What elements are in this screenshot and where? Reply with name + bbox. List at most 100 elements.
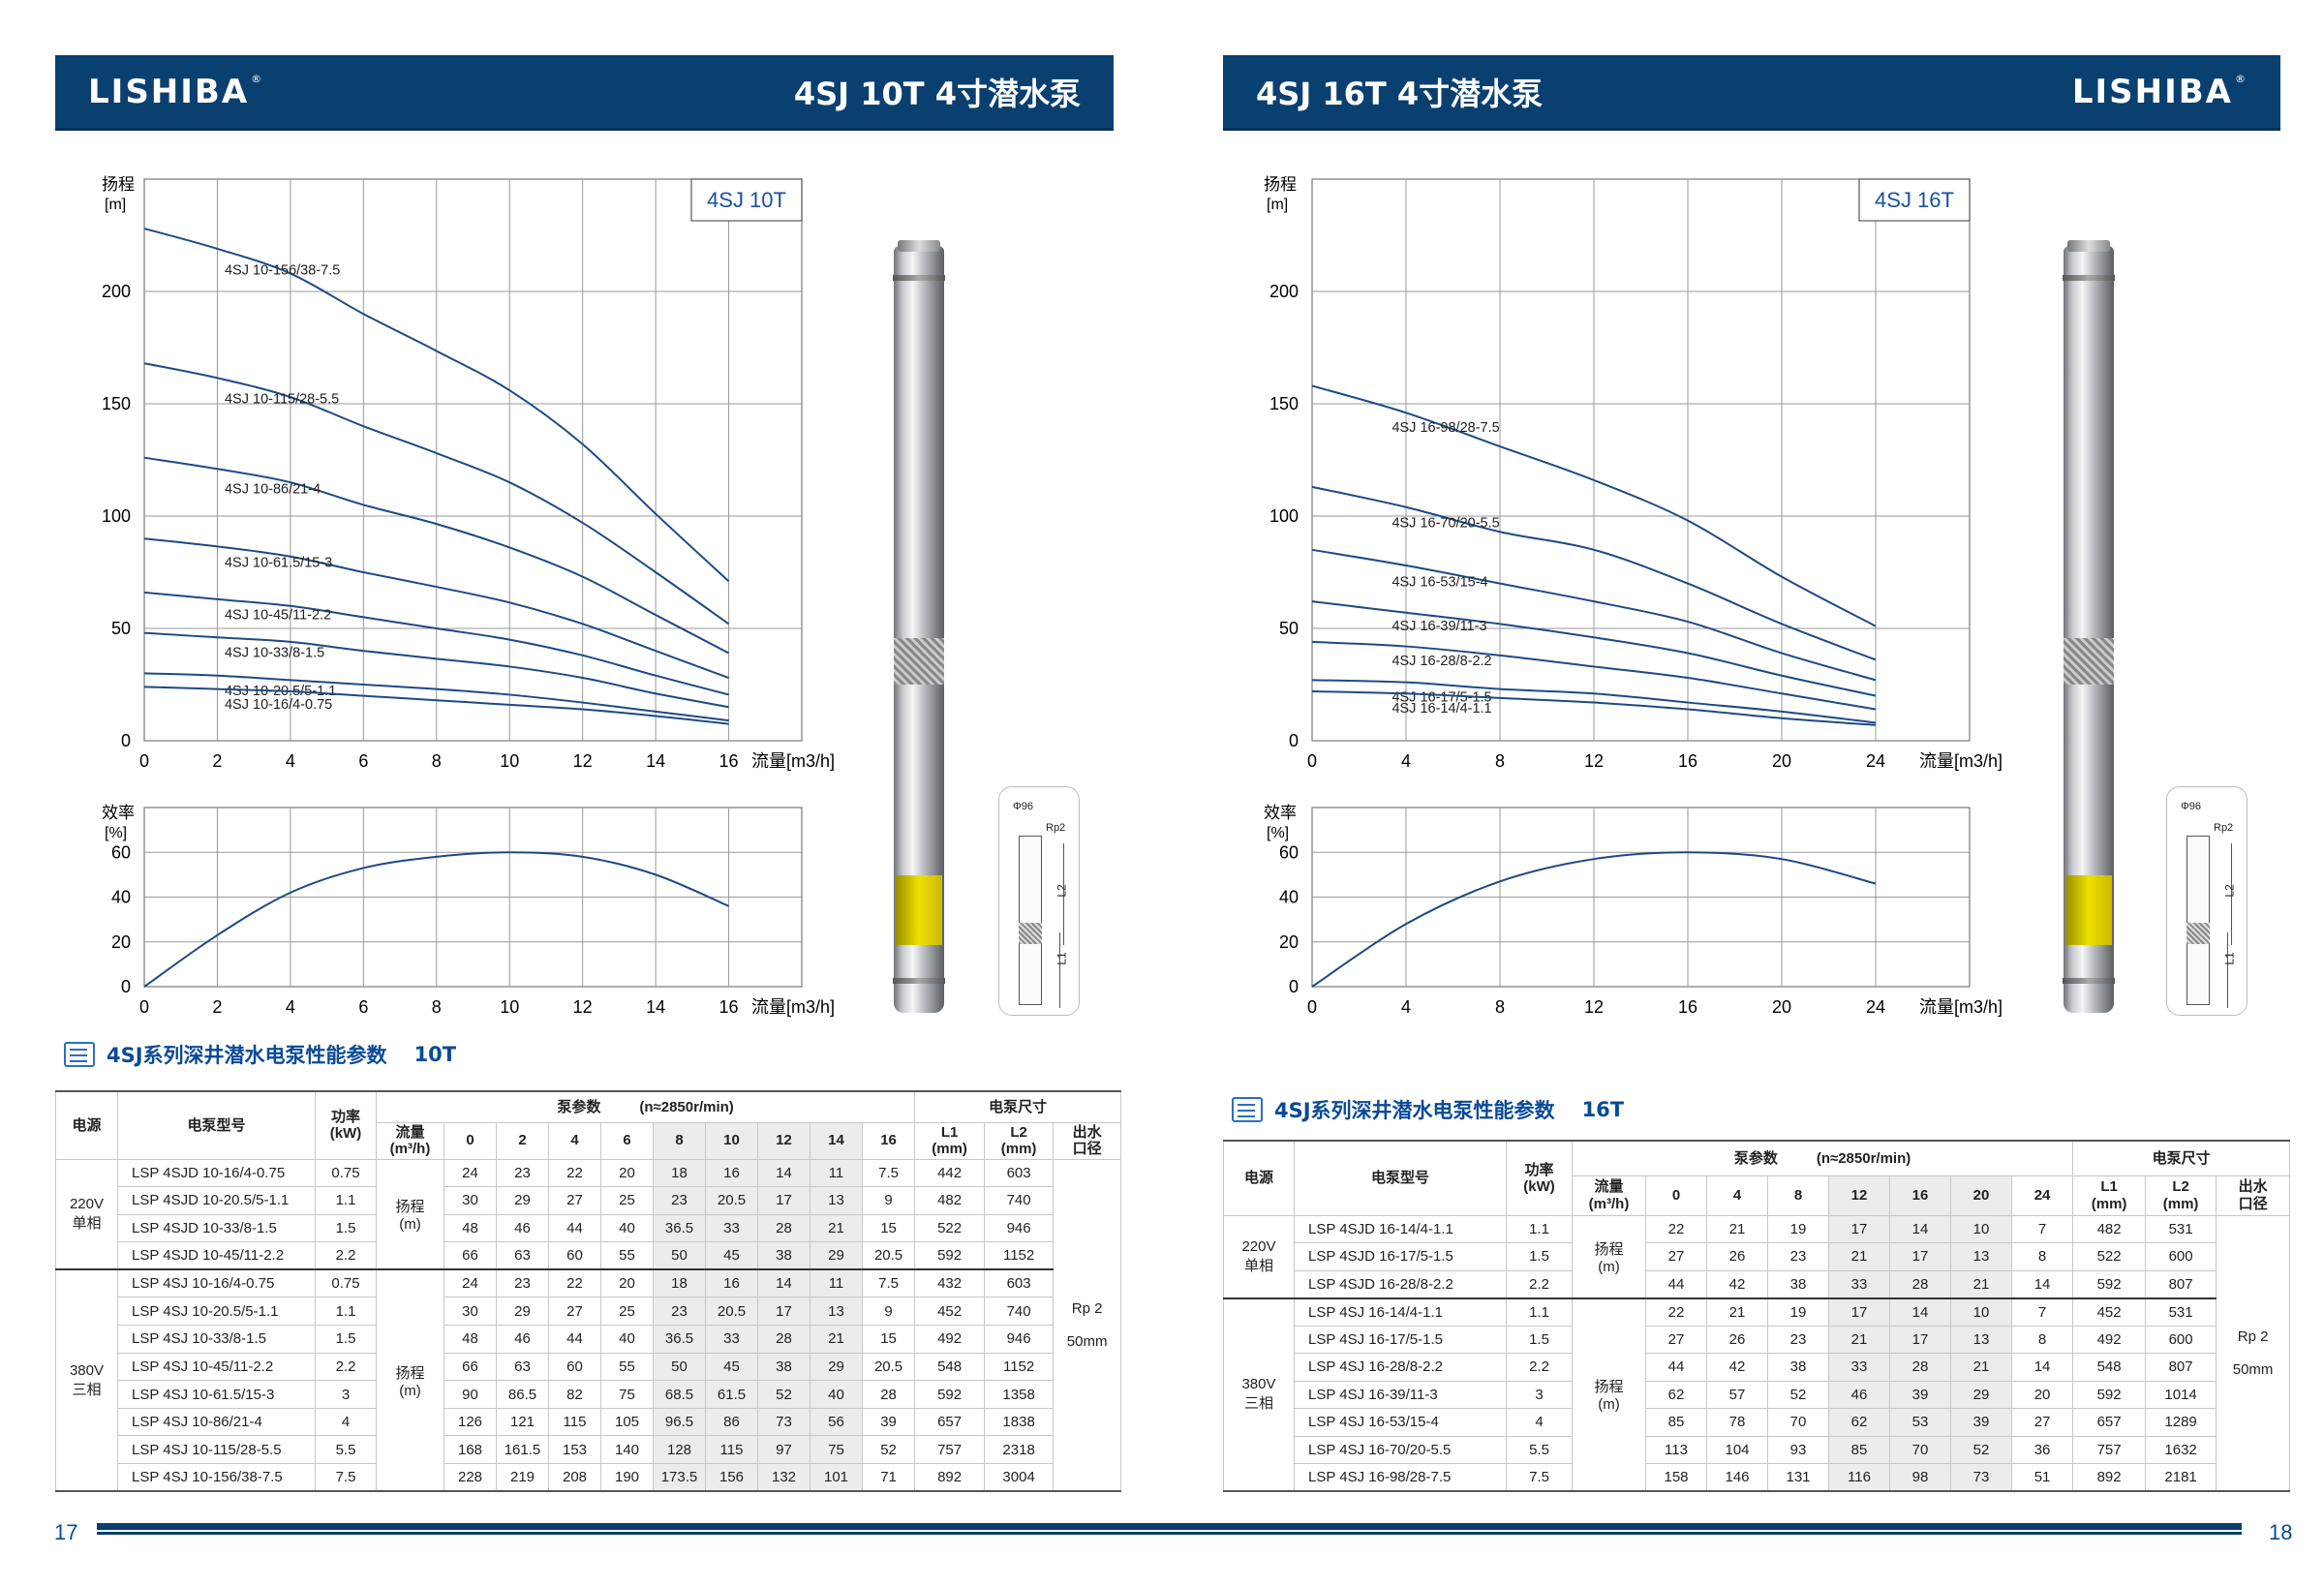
x-tick-label: 16 — [719, 997, 739, 1017]
curve-head — [143, 456, 730, 655]
head-value-cell: 22 — [548, 1268, 601, 1298]
curve-head — [1311, 485, 1877, 661]
legend-label: 4SJ 10T — [707, 188, 786, 212]
x-tick-label: 16 — [1678, 997, 1697, 1017]
head-value-cell: 13 — [1950, 1325, 2012, 1354]
head-value-cell: 50 — [653, 1241, 706, 1270]
head-value-cell: 23 — [1767, 1325, 1829, 1354]
head-value-cell: 61.5 — [705, 1380, 758, 1409]
head-value-cell: 7.5 — [861, 1158, 916, 1188]
head-value-cell: 104 — [1706, 1435, 1768, 1464]
pump-params-label: 泵参数 — [557, 1098, 601, 1115]
outlet-cell: Rp 2 50mm — [2216, 1214, 2291, 1492]
head-value-cell: 14 — [757, 1268, 810, 1298]
table-row: 380V 三相 LSP 4SJ 10-16/4-0.75 0.75 扬程 (m) 24 2… — [55, 1268, 1121, 1492]
power-cell: 1.5 — [315, 1213, 377, 1243]
head-value-cell: 27 — [548, 1297, 601, 1327]
head-value-cell: 101 — [810, 1463, 863, 1492]
head-value-cell: 9 — [861, 1186, 916, 1215]
head-value-cell: 21 — [1828, 1325, 1890, 1354]
head-value-cell: 228 — [443, 1463, 497, 1492]
power-cell: 0.75 — [315, 1158, 377, 1188]
x-tick-label: 12 — [573, 997, 593, 1017]
head-value-cell: 40 — [600, 1213, 654, 1243]
head-value-cell: 21 — [1950, 1353, 2012, 1382]
head-value-cell: 45 — [705, 1352, 758, 1382]
model-cell: LSP 4SJD 16-14/4-1.1 — [1294, 1214, 1507, 1243]
x-tick-label: 6 — [358, 751, 368, 771]
head-value-cell: 42 — [1706, 1269, 1768, 1298]
brand-logo: LISHIBA ® — [88, 73, 263, 111]
head-value-cell: 29 — [810, 1352, 863, 1382]
head-value-cell: 56 — [810, 1407, 863, 1437]
head-value-cell: 17 — [1828, 1297, 1890, 1327]
col-header-flow-value: 24 — [2010, 1175, 2074, 1216]
speed-label: (n≈2850r/min) — [1816, 1149, 1911, 1167]
l1-cell: 452 — [914, 1297, 986, 1327]
head-value-cell: 27 — [1645, 1242, 1707, 1271]
power-cell: 3 — [315, 1380, 377, 1409]
page-number: 18 — [2269, 1520, 2293, 1544]
power-cell: 2.2 — [1506, 1269, 1573, 1298]
curve-head — [143, 686, 729, 725]
head-value-cell: 10 — [1950, 1214, 2012, 1243]
x-tick-label: 6 — [358, 997, 368, 1017]
head-value-cell: 121 — [496, 1407, 549, 1437]
head-value-cell: 33 — [1828, 1269, 1890, 1298]
head-value-cell: 21 — [810, 1213, 863, 1243]
head-value-cell: 168 — [443, 1435, 497, 1465]
curve-label: 4SJ 10-86/21-4 — [225, 482, 321, 498]
head-value-cell: 73 — [1950, 1463, 2012, 1492]
curve-head — [1311, 640, 1877, 711]
head-value-cell: 23 — [496, 1268, 549, 1298]
head-value-cell: 25 — [600, 1297, 654, 1327]
power-cell: 1.5 — [315, 1325, 377, 1354]
y-tick-label: 60 — [1279, 842, 1299, 862]
head-value-cell: 38 — [757, 1352, 810, 1382]
table-row: LSP 4SJD 10-45/11-2.2 2.2 66 63 60 55 50 45 38 29… — [56, 1241, 1121, 1270]
head-value-cell: 36 — [2010, 1435, 2074, 1464]
power-cell: 1.1 — [315, 1297, 377, 1327]
head-value-cell: 71 — [861, 1463, 916, 1492]
curve-head — [143, 228, 730, 583]
curve-label: 4SJ 16-98/28-7.5 — [1391, 420, 1499, 436]
table-row: 220V 单相 LSP 4SJD 10-16/4-0.75 0.75 扬程 (m) 24… — [55, 1158, 1122, 1492]
x-tick-label: 12 — [1584, 997, 1604, 1017]
head-value-cell: 7 — [2010, 1297, 2074, 1327]
head-value-cell: 20.5 — [705, 1186, 758, 1215]
l1-cell: 592 — [914, 1241, 986, 1270]
head-value-cell: 38 — [1767, 1353, 1829, 1382]
y-tick-label: 0 — [1289, 731, 1299, 750]
curve-head — [143, 537, 729, 679]
model-cell: LSP 4SJ 10-86/21-4 — [117, 1407, 316, 1437]
l2-cell: 531 — [2145, 1214, 2217, 1243]
model-cell: LSP 4SJ 10-45/11-2.2 — [117, 1352, 316, 1382]
y-tick-label: 0 — [121, 977, 131, 996]
curve-label: 4SJ 10-61.5/15-3 — [225, 555, 332, 570]
head-label-cell: 扬程 (m) — [1572, 1297, 1646, 1492]
y-axis-label: 扬程 — [102, 175, 135, 194]
l2-cell: 1289 — [2145, 1408, 2217, 1437]
head-value-cell: 21 — [1828, 1242, 1890, 1271]
head-value-cell: 19 — [1767, 1297, 1829, 1327]
x-axis-label: 流量[m3/h] — [1919, 997, 2003, 1017]
table-title: 4SJ系列深井潜水电泵性能参数 — [107, 1044, 387, 1067]
l1-cell: 757 — [2072, 1435, 2147, 1464]
head-value-cell: 131 — [1767, 1463, 1829, 1492]
head-value-cell: 42 — [1706, 1353, 1768, 1382]
col-header-l1: L1 (mm) — [914, 1121, 986, 1160]
l2-cell: 1838 — [984, 1407, 1055, 1437]
x-axis-label: 流量[m3/h] — [1919, 751, 2003, 771]
head-value-cell: 97 — [757, 1435, 810, 1465]
x-tick-label: 4 — [1401, 751, 1411, 771]
x-tick-label: 8 — [432, 751, 442, 771]
table-row: LSP 4SJD 10-33/8-1.5 1.5 48 46 44 40 36.5 33 28 2… — [56, 1213, 1121, 1243]
head-value-cell: 86.5 — [496, 1380, 549, 1409]
diameter-label: Φ96 — [2181, 801, 2202, 812]
l2-cell: 2318 — [984, 1435, 1055, 1465]
col-header-power-source: 电源 — [55, 1090, 118, 1160]
head-value-cell: 161.5 — [496, 1435, 549, 1465]
head-value-cell: 10 — [1950, 1297, 2012, 1327]
power-cell: 4 — [1506, 1408, 1573, 1437]
page-17: LISHIBA ® 4SJ 10T 4寸潜水泵 0 2 4 6 8 10 12 14 16 0 50 1… — [54, 55, 1122, 1544]
